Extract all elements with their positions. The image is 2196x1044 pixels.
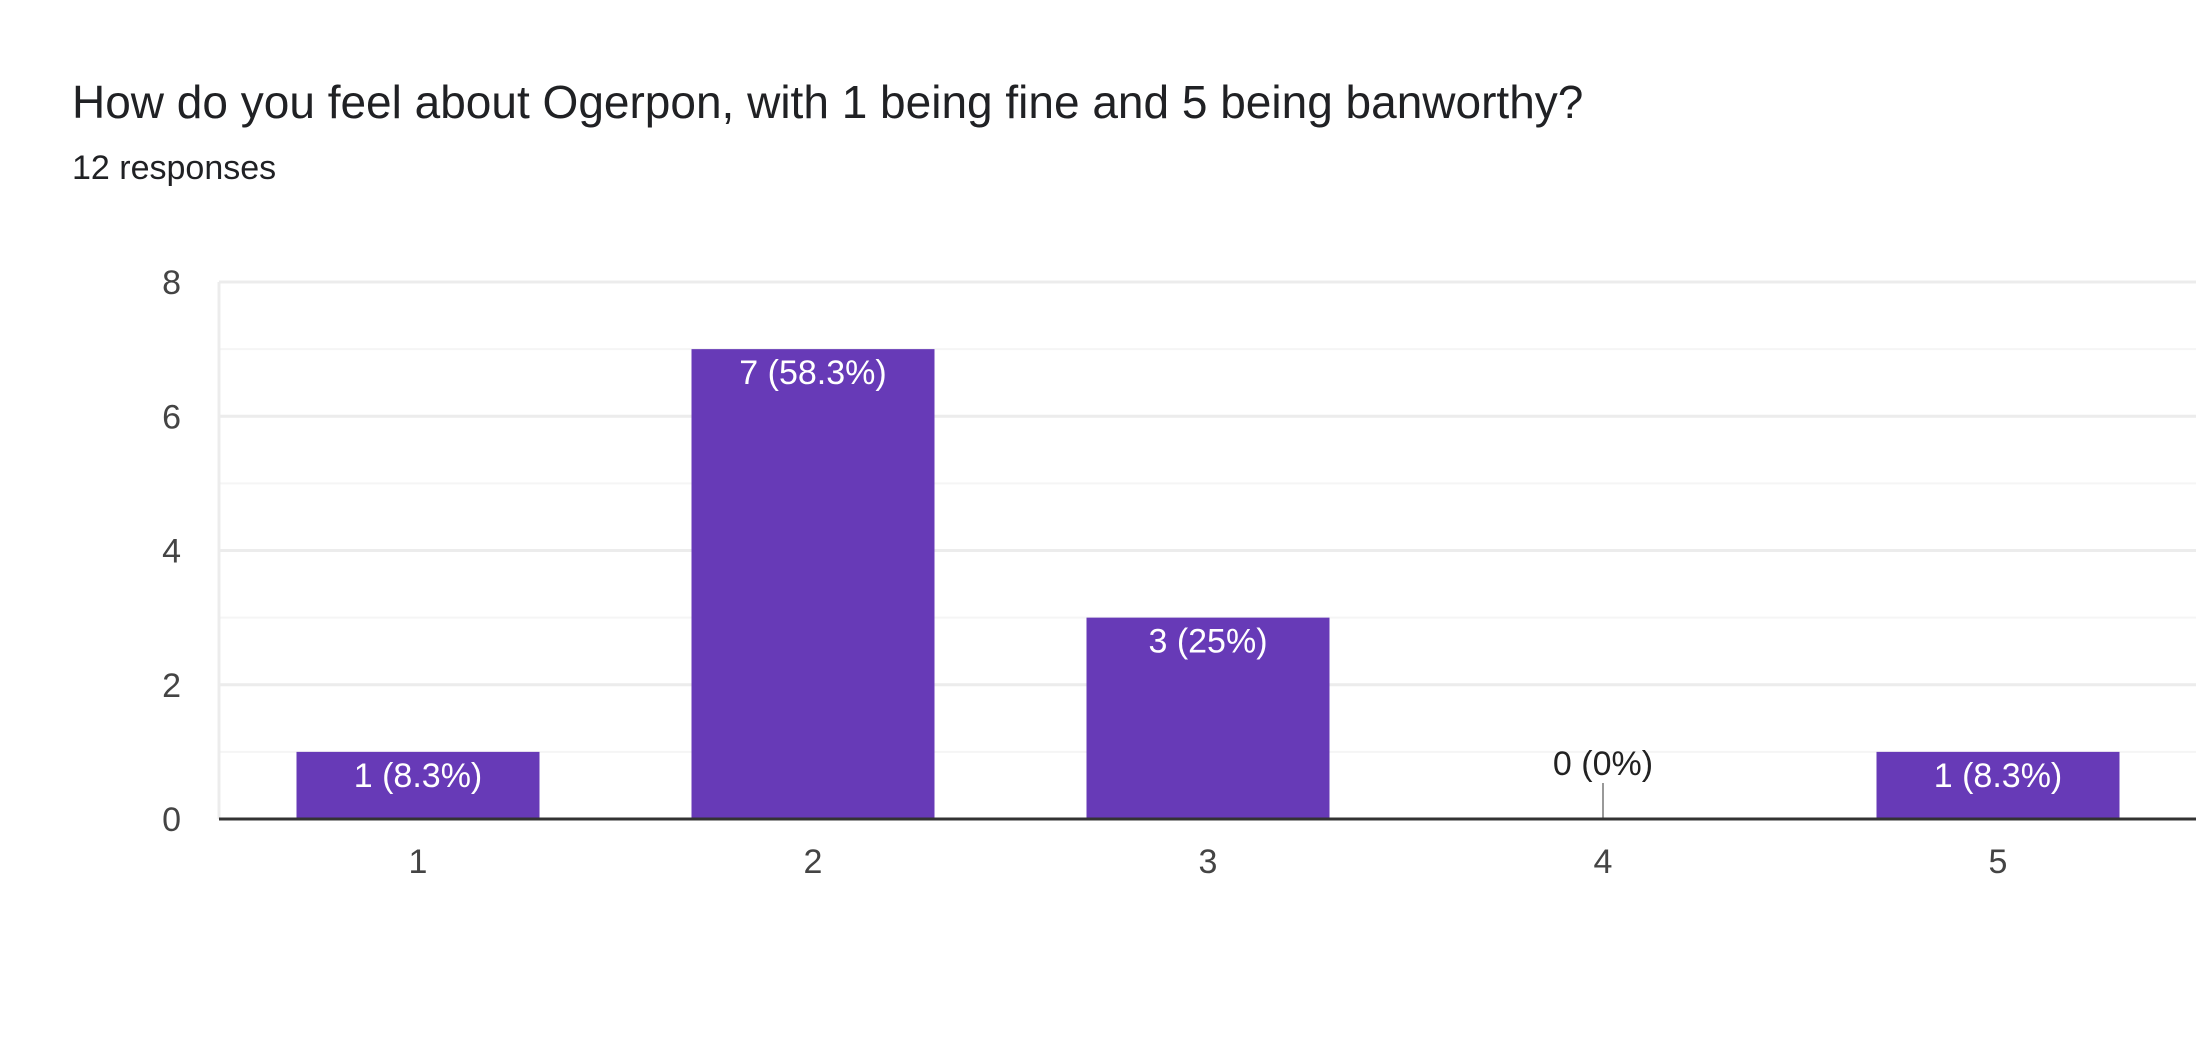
axes [217, 282, 2196, 821]
response-count: 12 responses [72, 149, 277, 187]
data-label: 0 (0%) [1553, 745, 1653, 783]
y-tick-label: 0 [162, 801, 181, 839]
bar [296, 751, 540, 819]
labels: 0 2 4 6 8 1 (8.3%) 1 7 (58.3%) 2 3 (25%) 3 0 (0%) 4 1… [162, 264, 2062, 881]
x-tick-label: 2 [804, 843, 823, 881]
x-tick-label: 5 [1989, 843, 2008, 881]
x-tick-label: 4 [1594, 843, 1613, 881]
data-label: 7 (58.3%) [739, 354, 886, 392]
y-tick-label: 8 [162, 264, 181, 302]
y-tick-label: 2 [162, 667, 181, 705]
data-label: 1 (8.3%) [354, 757, 483, 795]
y-tick-label: 6 [162, 398, 181, 436]
chart-title: How do you feel about Ogerpon, with 1 be… [72, 76, 1584, 128]
gridlines [219, 280, 2196, 753]
data-label: 3 (25%) [1148, 623, 1267, 661]
bar [1876, 751, 2120, 819]
bars [296, 349, 2120, 819]
bar [1086, 617, 1330, 819]
bar [691, 349, 935, 819]
x-tick-label: 1 [409, 843, 428, 881]
data-label: 1 (8.3%) [1934, 757, 2063, 795]
y-tick-label: 4 [162, 533, 181, 571]
x-tick-label: 3 [1199, 843, 1218, 881]
